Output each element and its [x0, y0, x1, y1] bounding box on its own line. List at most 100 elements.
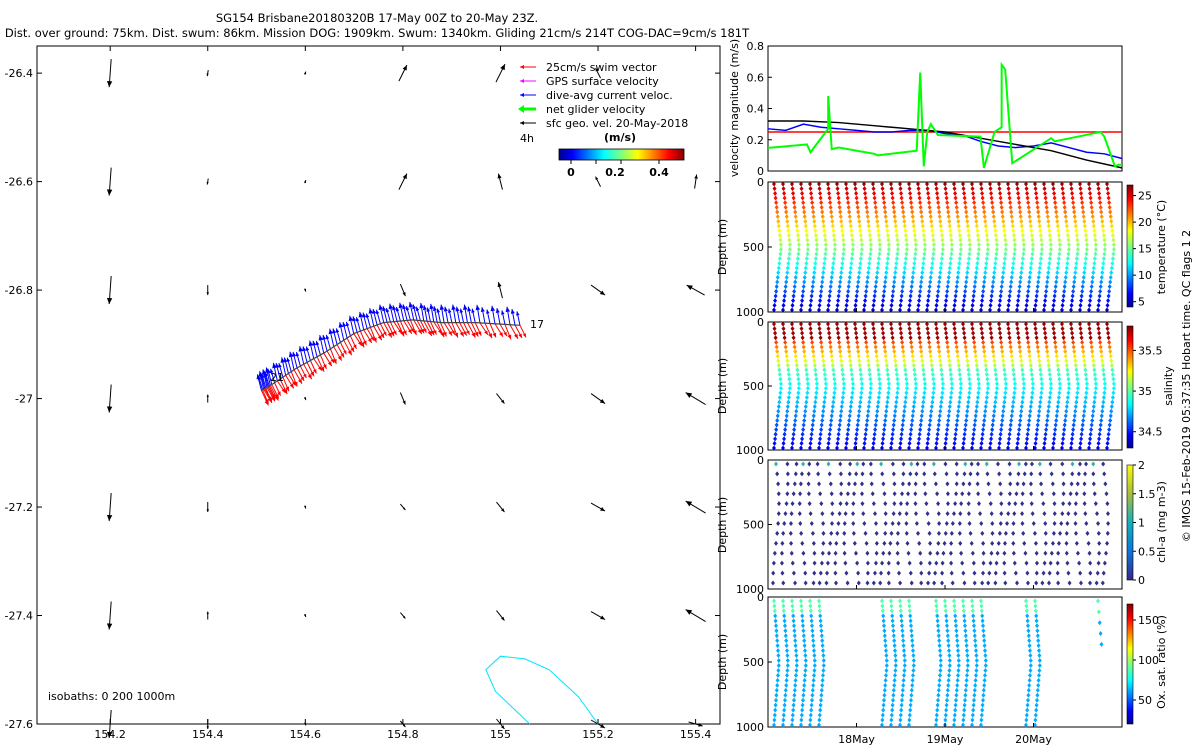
profile-point: [1037, 270, 1042, 276]
profile-point: [898, 181, 902, 187]
oxygen-point: [811, 643, 816, 649]
oxygen-point: [817, 598, 821, 604]
profile-point: [883, 353, 888, 359]
chla-point: [837, 511, 842, 517]
profile-point: [811, 413, 816, 419]
oxygen-point: [811, 638, 816, 644]
chla-point: [855, 461, 860, 467]
profile-point: [927, 200, 932, 206]
profile-point: [1083, 394, 1088, 400]
profile-point: [1108, 214, 1113, 220]
profile-point: [1109, 223, 1114, 229]
profile-point: [1099, 353, 1104, 359]
profile-point: [901, 417, 906, 423]
geo-arrow-head: [303, 180, 307, 183]
profile-point: [856, 279, 861, 285]
chla-ylabel: Depth (m): [716, 497, 729, 553]
profile-point: [1054, 349, 1059, 355]
profile-point: [858, 394, 863, 400]
profile-point: [1061, 195, 1066, 201]
profile-point: [1093, 376, 1098, 382]
profile-point: [1105, 326, 1110, 332]
profile-point: [865, 279, 870, 285]
oxygen-point: [794, 667, 799, 673]
profile-point: [1060, 302, 1065, 308]
profile-point: [983, 362, 988, 368]
profile-point: [925, 321, 929, 327]
profile-point: [1027, 413, 1032, 419]
oxygen-point: [784, 643, 789, 649]
profile-point: [777, 256, 782, 262]
profile-point: [957, 228, 962, 234]
chla-point: [969, 540, 974, 546]
profile-point: [1011, 372, 1016, 378]
profile-point: [785, 218, 790, 224]
profile-point: [1002, 232, 1007, 238]
profile-point: [1066, 246, 1071, 252]
oxygen-point: [799, 598, 803, 604]
profile-point: [808, 321, 812, 327]
chla-point: [799, 530, 804, 536]
profile-point: [911, 358, 916, 364]
profile-point: [1044, 427, 1049, 433]
profile-point: [943, 440, 948, 446]
profile-point: [891, 427, 896, 433]
profile-point: [1042, 186, 1047, 192]
profile-point: [1057, 242, 1062, 248]
oxygen-point: [803, 667, 808, 673]
profile-point: [855, 339, 860, 345]
oxygen-point: [901, 638, 906, 644]
profile-point: [775, 274, 780, 280]
profile-point: [819, 427, 824, 433]
profile-point: [837, 204, 842, 210]
profile-point: [1016, 298, 1021, 304]
profile-point: [1091, 358, 1096, 364]
profile-point: [929, 408, 934, 414]
profile-point: [1099, 209, 1104, 215]
geo-arrow-head: [106, 80, 113, 88]
profile-point: [901, 353, 906, 359]
oxygen-point: [891, 628, 896, 634]
profile-point: [971, 330, 976, 336]
chla-point: [784, 501, 789, 507]
profile-point: [988, 321, 992, 327]
profile-point: [929, 265, 934, 271]
chla-point: [1075, 481, 1080, 487]
oxygen-point: [785, 648, 789, 654]
profile-point: [1030, 381, 1035, 387]
temperature-colorbar: [1126, 184, 1134, 308]
profile-point: [882, 288, 887, 294]
chla-point: [1002, 560, 1007, 566]
profile-point: [882, 200, 887, 206]
chla-point: [990, 521, 995, 526]
profile-point: [1091, 265, 1096, 271]
chla-point: [1105, 540, 1110, 546]
oxygen-point: [972, 692, 977, 698]
chla-point: [802, 560, 807, 566]
oxygen-point: [891, 687, 896, 693]
profile-point: [873, 427, 878, 433]
profile-point: [1063, 274, 1068, 280]
profile-point: [867, 367, 872, 373]
profile-point: [1008, 204, 1013, 210]
profile-point: [886, 246, 891, 252]
oxygen-point: [799, 717, 804, 723]
profile-point: [1063, 353, 1068, 359]
profile-point: [1047, 372, 1052, 378]
map-plot: 154.2 154.4 154.6 154.8 155 155.2 155.4-26.4-2…: [5, 45, 721, 741]
profile-point: [1081, 413, 1086, 419]
profile-point: [901, 349, 906, 355]
oxygen-point: [774, 628, 779, 634]
profile-point: [803, 362, 808, 368]
chla-point: [835, 530, 840, 536]
profile-point: [871, 302, 876, 308]
dac-vector-head: [358, 311, 364, 318]
profile-point: [1018, 353, 1023, 359]
profile-point: [982, 209, 987, 215]
profile-point: [919, 349, 924, 355]
salinity-colorbar: [1126, 325, 1134, 449]
chla-point: [957, 521, 962, 526]
oxygen-point: [884, 667, 889, 673]
profile-point: [805, 242, 810, 248]
profile-point: [880, 302, 885, 308]
